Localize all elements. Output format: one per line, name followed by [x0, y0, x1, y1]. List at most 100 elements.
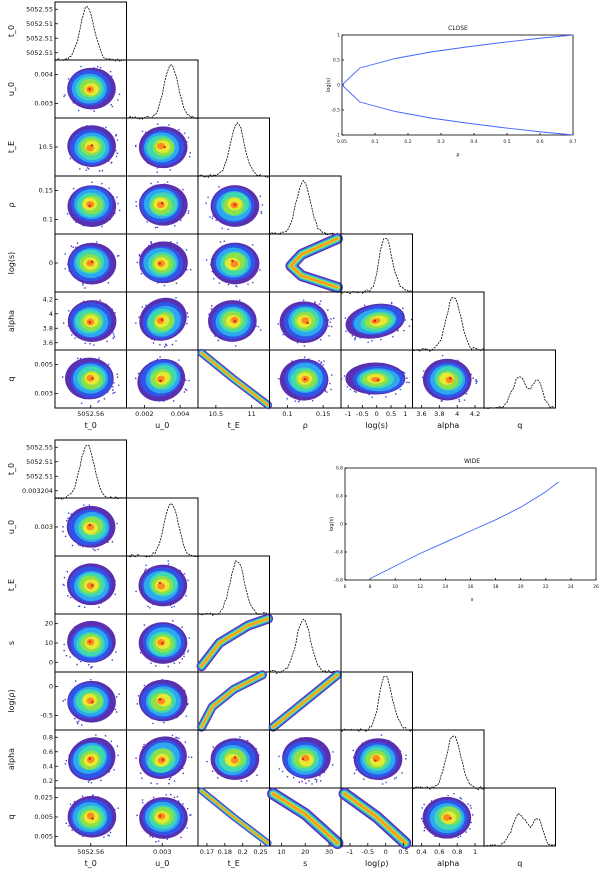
column-axis-label: t_E — [228, 859, 240, 868]
density-s-log(ρ) — [268, 670, 342, 732]
marginal-t_E — [197, 117, 270, 179]
y-tick-label: 3.8 — [43, 324, 53, 332]
inset-y-tick: -0.8 — [334, 578, 343, 584]
y-tick-label: 0.8 — [43, 733, 53, 741]
density-alpha-q — [420, 792, 474, 839]
wide-inset-xlabel: s — [471, 597, 474, 603]
inset-x-tick: 0.7 — [569, 139, 576, 145]
density-log(ρ)-q — [338, 787, 412, 850]
row-axis-label: log(ρ) — [7, 689, 16, 713]
inset-y-tick: 1 — [337, 33, 340, 39]
close-inset-title: CLOSE — [448, 25, 468, 32]
density-t_0-q — [61, 357, 120, 404]
density-u_0-s — [138, 620, 190, 668]
density-t_0-s — [63, 620, 117, 669]
density-t_E-log(s) — [205, 240, 261, 288]
density-u_0-ρ — [135, 181, 190, 229]
row-axis-label: t_E — [7, 579, 16, 591]
y-tick-label: 10.5 — [39, 143, 53, 151]
density-t_0-ρ — [66, 181, 121, 228]
y-tick-label: 0.005 — [34, 832, 53, 840]
marginal-t_0 — [54, 439, 127, 501]
x-tick-label: 1 — [473, 848, 477, 856]
close-inset-xlabel: ρ — [456, 152, 459, 158]
y-tick-label: 0.1 — [43, 216, 53, 224]
density-log(s)-alpha — [344, 301, 413, 344]
x-tick-label: 0.18 — [218, 848, 232, 856]
inset-x-tick: 24 — [568, 584, 574, 590]
x-tick-label: -1 — [345, 410, 351, 418]
density-ρ-alpha — [277, 299, 335, 347]
column-axis-label: log(ρ) — [365, 859, 389, 868]
column-axis-label: alpha — [437, 421, 459, 430]
y-tick-label: 5052.55 — [26, 5, 53, 13]
inset-x-tick: 18 — [493, 584, 499, 590]
x-tick-label: 4.2 — [470, 410, 480, 418]
x-tick-label: 0.1 — [282, 410, 292, 418]
x-tick-label: 30 — [325, 848, 333, 856]
x-tick-label: 4 — [455, 410, 459, 418]
row-axis-label: q — [7, 376, 16, 381]
density-t_0-q — [65, 794, 119, 838]
inset-x-tick: 0.4 — [470, 139, 477, 145]
y-tick-label: 0.15 — [39, 187, 53, 195]
column-axis-label: t_0 — [85, 859, 97, 868]
marginal-u_0 — [126, 497, 199, 558]
y-tick-label: 5052.51 — [26, 34, 53, 42]
density-u_0-alpha — [135, 734, 193, 785]
row-axis-label: ρ — [7, 202, 16, 207]
density-s-alpha — [278, 737, 334, 785]
density-t_0-u_0 — [63, 65, 121, 112]
row-axis-label: t_E — [7, 141, 16, 153]
density-t_E-log(ρ) — [197, 670, 267, 732]
inset-y-tick: 0 — [340, 522, 343, 528]
wide-inset-title: WIDE — [464, 458, 480, 465]
marginal-t_0 — [54, 1, 127, 62]
density-u_0-log(s) — [136, 241, 192, 287]
y-tick-label: 0 — [49, 683, 53, 691]
column-axis-label: q — [517, 421, 522, 430]
density-log(s)-q — [341, 362, 410, 399]
y-tick-label: 0.003 — [34, 523, 53, 531]
x-tick-label: 0.4 — [416, 848, 426, 856]
row-axis-label: s — [7, 641, 16, 645]
x-tick-label: -0.5 — [356, 410, 369, 418]
y-tick-label: 5052.51 — [26, 458, 53, 466]
column-axis-label: u_0 — [155, 421, 169, 430]
y-tick-label: 4 — [49, 310, 53, 318]
density-t_0-log(s) — [64, 241, 120, 289]
close-inset-ylabel: log(s) — [326, 78, 332, 92]
x-tick-label: 3.8 — [434, 410, 444, 418]
column-axis-label: s — [303, 859, 307, 868]
close-inset-curve — [341, 34, 574, 136]
x-tick-label: 20 — [301, 848, 309, 856]
x-tick-label: 5052.56 — [77, 410, 104, 418]
inset-x-tick: 8 — [369, 584, 372, 590]
density-t_E-alpha — [208, 299, 262, 347]
y-tick-label: 0.4 — [43, 762, 53, 770]
x-tick-label: 0 — [375, 410, 379, 418]
inset-x-tick: 0.3 — [437, 139, 444, 145]
y-tick-label: 20 — [45, 620, 53, 628]
row-axis-label: u_0 — [7, 520, 16, 534]
y-tick-label: 10 — [45, 639, 53, 647]
density-u_0-t_E — [135, 123, 191, 173]
row-axis-label: t_0 — [7, 463, 16, 475]
inset-y-tick: -1 — [336, 133, 341, 139]
row-axis-label: u_0 — [7, 82, 16, 96]
wide-inset-chart: WIDE log(s) s 6 8 10 12 14 16 18 20 22 24 26 0.8 0.4… — [329, 458, 599, 603]
x-tick-label: -1 — [347, 848, 353, 856]
y-tick-label: 0.003204 — [22, 487, 53, 495]
x-tick-label: -0.5 — [361, 848, 374, 856]
x-tick-label: 0.6 — [434, 848, 444, 856]
inset-y-tick: 0.8 — [336, 466, 343, 472]
inset-x-tick: 16 — [468, 584, 474, 590]
density-log(ρ)-alpha — [352, 734, 407, 785]
inset-y-tick: -0.4 — [334, 550, 343, 556]
row-axis-label: log(s) — [7, 252, 16, 275]
x-tick-label: 10.5 — [209, 410, 223, 418]
x-tick-label: 0.004 — [171, 410, 190, 418]
inset-y-tick: 0.5 — [333, 58, 340, 64]
x-tick-label: 0.25 — [253, 848, 267, 856]
x-tick-label: 10 — [277, 848, 285, 856]
